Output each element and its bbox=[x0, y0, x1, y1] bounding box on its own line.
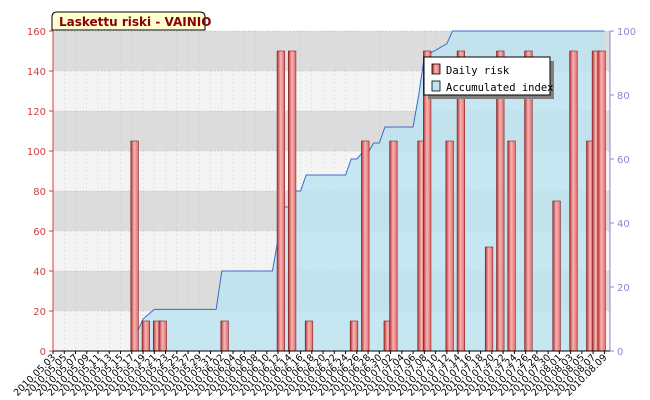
daily-risk-bar bbox=[484, 246, 494, 352]
right-tick-label: 0 bbox=[617, 347, 623, 358]
right-tick-label: 100 bbox=[617, 27, 636, 38]
daily-risk-bar bbox=[220, 320, 229, 352]
daily-risk-bar bbox=[349, 320, 359, 352]
right-tick-label: 60 bbox=[617, 155, 630, 166]
left-tick-label: 140 bbox=[27, 67, 46, 78]
daily-risk-bar bbox=[569, 50, 578, 352]
left-tick-label: 120 bbox=[27, 107, 46, 118]
daily-risk-bar bbox=[552, 200, 561, 352]
left-tick-label: 80 bbox=[33, 187, 46, 198]
chart-title-text: Laskettu riski - VAINIO bbox=[59, 15, 211, 29]
left-tick-label: 100 bbox=[27, 147, 46, 158]
daily-risk-bar bbox=[507, 140, 516, 352]
legend-label-accumulated-index: Accumulated index bbox=[446, 82, 553, 94]
daily-risk-bar bbox=[288, 50, 297, 352]
daily-risk-bar bbox=[130, 140, 139, 352]
title-tab bbox=[51, 11, 206, 31]
daily-risk-bars bbox=[130, 50, 606, 352]
daily-risk-bar bbox=[597, 50, 606, 352]
daily-risk-bar bbox=[445, 140, 454, 352]
chart-title: Laskettu riski - VAINIO bbox=[51, 11, 211, 31]
right-tick-label: 80 bbox=[617, 91, 630, 102]
daily-risk-bar bbox=[141, 320, 150, 352]
right-axis-ticks: 0 20 40 60 80 100 bbox=[610, 27, 636, 358]
accumulated-index-line bbox=[53, 30, 605, 352]
left-axis-ticks: 0 20 40 60 80 100 120 140 160 bbox=[27, 27, 53, 358]
daily-risk-bar bbox=[361, 140, 370, 352]
left-tick-label: 20 bbox=[33, 307, 46, 318]
daily-risk-bar bbox=[389, 140, 398, 352]
legend-swatch-accumulated-index bbox=[431, 80, 441, 92]
left-tick-label: 0 bbox=[40, 347, 46, 358]
right-tick-label: 40 bbox=[617, 219, 630, 230]
x-axis-ticks: 2010.05.032010.05.052010.05.072010.05.09… bbox=[12, 351, 609, 399]
left-tick-label: 40 bbox=[33, 267, 46, 278]
daily-risk-bar bbox=[158, 320, 167, 352]
left-tick-label: 160 bbox=[27, 27, 46, 38]
accumulated-index-area bbox=[53, 31, 605, 351]
daily-risk-bar bbox=[276, 50, 285, 352]
legend-swatch-daily-risk bbox=[431, 63, 441, 75]
right-tick-label: 20 bbox=[617, 283, 630, 294]
daily-risk-bar bbox=[304, 320, 314, 352]
legend-label-daily-risk: Daily risk bbox=[446, 65, 510, 77]
left-tick-label: 60 bbox=[33, 227, 46, 238]
legend: Daily risk Accumulated index bbox=[423, 56, 554, 99]
